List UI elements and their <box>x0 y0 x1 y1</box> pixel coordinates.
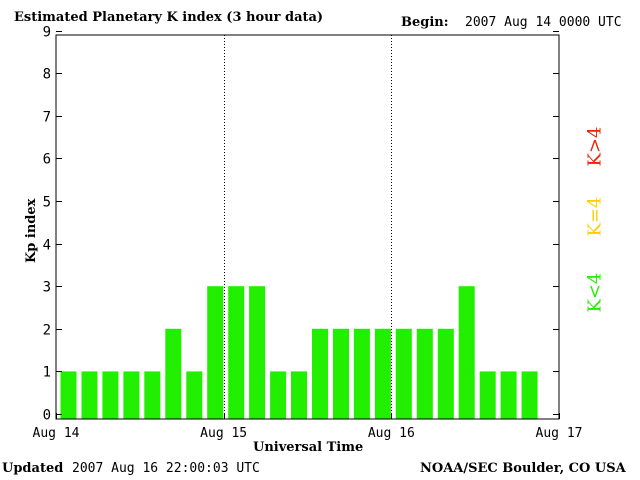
y-tick-label: 0 <box>43 408 51 424</box>
bars-group <box>60 286 538 419</box>
kp-bar <box>374 328 391 419</box>
kp-bar <box>437 328 454 419</box>
legend-k-less-4: K<4 <box>584 272 606 313</box>
x-tick-label: Aug 14 <box>33 426 80 441</box>
begin-value: 2007 Aug 14 0000 UTC <box>465 15 622 30</box>
axes-group <box>55 31 560 420</box>
x-axis-label: Universal Time <box>253 440 364 455</box>
kp-bar <box>479 371 496 419</box>
y-axis-label: Kp index <box>24 198 39 263</box>
kp-bar <box>521 371 538 419</box>
kp-bar <box>353 328 370 419</box>
chart-title: Estimated Planetary K index (3 hour data… <box>14 10 324 25</box>
kp-bar <box>60 371 77 419</box>
tick-labels-group: 0 1 2 3 4 5 6 7 8 9 Aug 14 Aug 15 Aug 16 Aug 17 <box>33 25 583 442</box>
x-tick-label: Aug 16 <box>368 426 415 441</box>
y-tick-label: 6 <box>43 152 51 168</box>
y-tick-label: 1 <box>43 365 51 381</box>
y-tick-label: 9 <box>43 25 51 41</box>
kp-bar <box>186 371 203 419</box>
kp-bar <box>291 371 307 419</box>
legend-k-greater-4: K>4 <box>584 126 606 167</box>
kp-bar <box>416 328 433 419</box>
kp-bar <box>165 328 182 419</box>
kp-bar <box>228 286 245 419</box>
updated-label: Updated <box>2 461 64 476</box>
y-tick-label: 4 <box>43 238 51 254</box>
x-tick-label: Aug 15 <box>200 426 247 441</box>
y-tick-label: 7 <box>43 110 51 126</box>
begin-label: Begin: <box>401 15 449 30</box>
x-tick-label: Aug 17 <box>536 426 583 441</box>
y-tick-label: 3 <box>43 280 51 296</box>
kp-bar <box>249 286 266 419</box>
kp-bar <box>500 371 517 419</box>
kp-bar <box>81 371 98 419</box>
kp-bar <box>458 286 475 419</box>
plot-frame <box>55 34 560 420</box>
kp-bar <box>395 328 412 419</box>
y-tick-label: 8 <box>43 67 51 83</box>
y-tick-label: 5 <box>43 195 51 211</box>
kp-bar <box>102 371 119 419</box>
kp-bar <box>270 371 287 419</box>
legend-k-equal-4: K=4 <box>584 196 606 237</box>
kp-bar <box>207 286 224 419</box>
updated-value: 2007 Aug 16 22:00:03 UTC <box>72 461 260 476</box>
source-credit: NOAA/SEC Boulder, CO USA <box>420 461 626 476</box>
kp-bar <box>333 328 349 419</box>
kp-bar <box>123 371 140 419</box>
kp-bar <box>312 328 328 419</box>
kp-bar <box>144 371 161 419</box>
y-tick-label: 2 <box>43 323 51 339</box>
